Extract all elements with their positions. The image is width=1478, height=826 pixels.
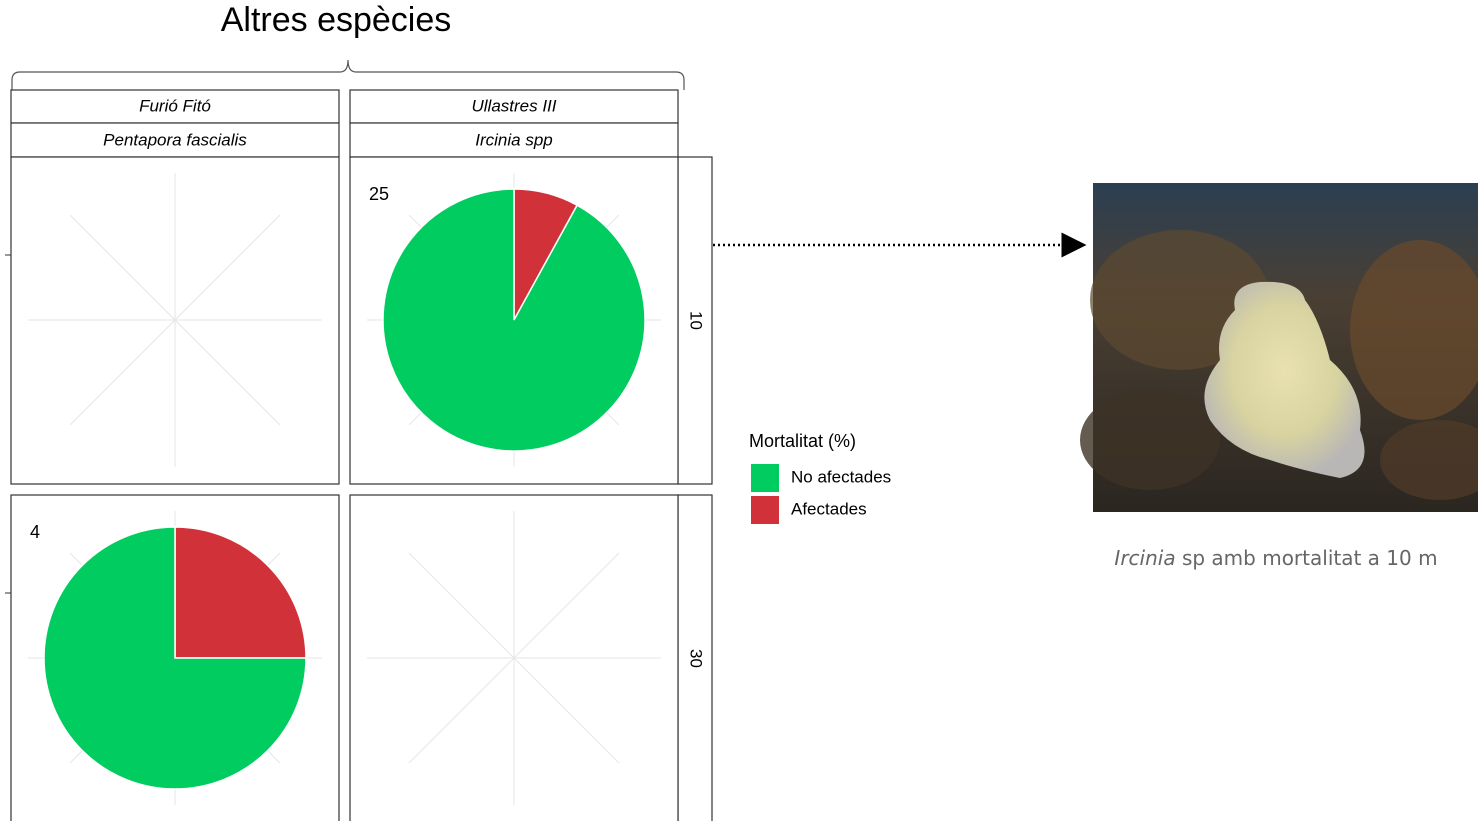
strip [677,156,713,485]
brace [11,59,685,90]
grid-line [69,214,281,426]
strip-label: 10 [687,311,706,330]
legend-label: Afectades [791,499,867,518]
pie-slice [382,188,646,452]
strip [10,89,340,124]
legend-swatch [751,464,779,492]
strip-label: 30 [687,649,706,668]
strip-label: Ullastres III [471,96,556,115]
strip [10,122,340,158]
pie-slice [174,526,307,659]
strip [349,122,679,158]
legend-title: Mortalitat (%) [749,431,856,451]
strip-label: Pentapora fascialis [103,130,247,149]
strip [677,494,713,823]
grid-line [408,552,620,764]
chart-title: Altres espècies [221,1,452,39]
caption-text: sp amb mortalitat a 10 m [1182,546,1438,570]
strip-label: Furió Fitó [139,96,211,115]
strip-label: Ircinia spp [475,130,552,149]
count-label: 25 [369,184,389,204]
caption: Ircinia sp amb mortalitat a 10 m [1114,546,1437,570]
count-label: 4 [30,522,40,542]
legend-label: No afectades [791,467,891,486]
pie-slice [43,526,307,790]
caption-italic: Ircinia [1114,546,1175,570]
photo [1080,183,1478,512]
legend-swatch [751,496,779,524]
